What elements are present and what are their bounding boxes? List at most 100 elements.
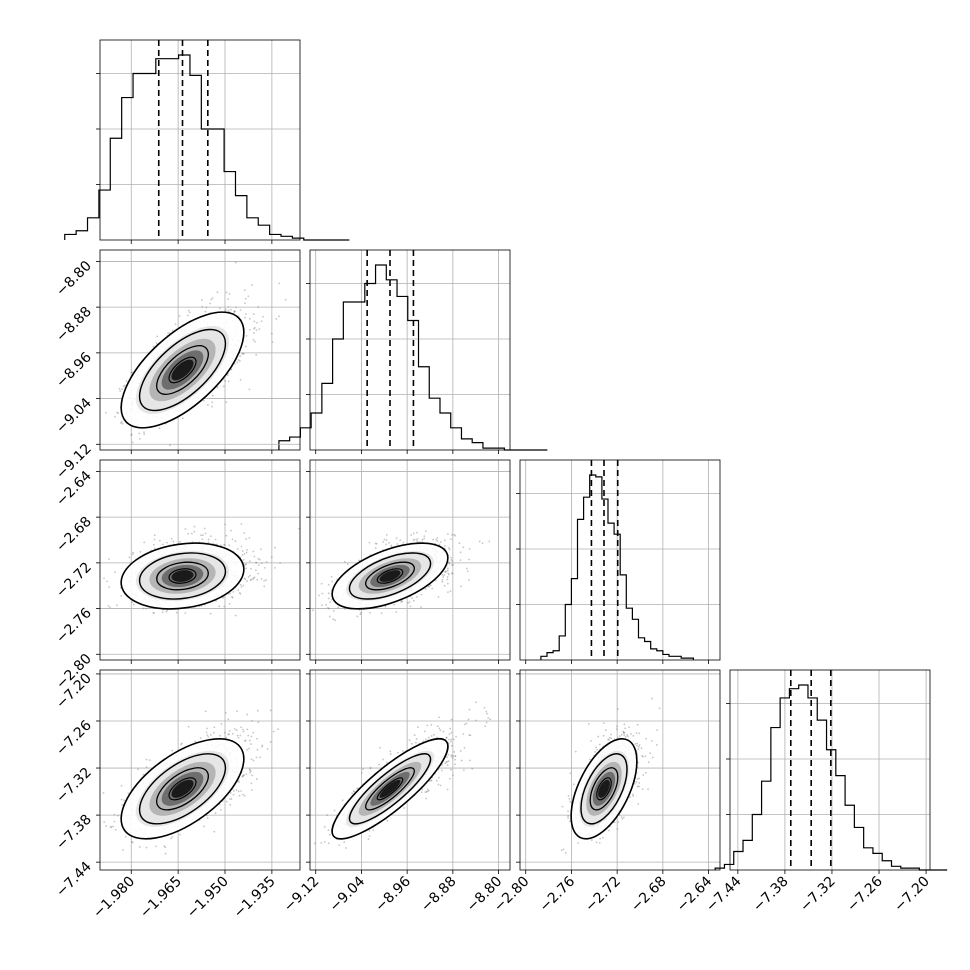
scatter-point [143,433,146,436]
contour-line [138,328,227,412]
scatter-point [243,532,246,535]
scatter-point [327,606,329,609]
scatter-point [166,541,168,544]
scatter-point [415,539,418,542]
scatter-point [226,374,229,377]
scatter-point [331,580,334,583]
scatter-point [306,617,308,619]
scatter-point [431,587,434,590]
scatter-point [468,547,471,550]
scatter-point [481,542,484,545]
scatter-point [211,297,214,299]
contour-line [168,356,197,384]
scatter-point [153,543,155,546]
scatter-point [138,432,141,435]
scatter-point [209,302,211,305]
scatter-point [231,596,234,599]
scatter-point [443,574,446,576]
scatter-point [120,784,123,787]
scatter-point [447,591,449,594]
scatter-point [243,577,246,580]
scatter-point [223,543,225,546]
scatter-point [270,556,273,559]
scatter-point [243,552,246,555]
scatter-point [186,532,189,535]
scatter-point [219,307,221,310]
y-tick-label: −2.72 [53,559,95,601]
scatter-point [330,575,333,578]
scatter-point [250,567,252,570]
scatter-point [128,556,131,559]
scatter-point [446,582,449,585]
scatter-point [245,551,248,554]
scatter-point [359,613,362,616]
panel-frame [309,459,511,661]
grid-lines [520,460,720,660]
scatter-point [416,537,419,540]
scatter-point [421,538,424,541]
scatter-point [252,578,254,581]
scatter-point [103,577,105,580]
scatter-point [337,606,340,609]
panel-frame [99,249,301,451]
contour-line [365,561,415,591]
scatter-point [117,814,119,817]
scatter-point [242,584,245,587]
scatter-point [227,306,230,308]
scatter-point [209,535,212,537]
contour-line [168,568,197,584]
scatter-point [224,308,227,311]
scatter-point [248,536,251,539]
scatter-point [161,543,164,546]
scatter-point [152,345,155,348]
scatter-point [144,466,146,468]
scatter-point [444,570,447,573]
scatter-point [158,539,161,542]
scatter-point [236,710,238,713]
scatter-point [234,310,236,313]
scatter-point [237,359,240,361]
contour-line [120,311,245,429]
scatter-point [248,328,251,331]
scatter-point [115,604,118,607]
scatter-point [385,543,388,546]
scatter-point [458,542,461,545]
scatter-point [332,618,335,621]
scatter-point [441,573,444,576]
scatter-point [249,771,252,774]
scatter-point [131,841,134,844]
scatter-point [451,564,453,567]
scatter-point [263,579,266,582]
histogram-step [714,684,948,871]
scatter-point [451,533,453,536]
scatter-point [248,560,251,563]
scatter-point [412,532,415,535]
scatter-point [178,315,181,318]
scatter-point [143,431,145,434]
scatter-point [382,540,385,543]
scatter-point [420,593,423,596]
scatter-point [238,591,241,594]
scatter-point [210,298,213,301]
scatter-point [108,586,111,588]
scatter-point [233,790,235,792]
scatter-point [202,399,205,402]
scatter-point [320,582,323,585]
scatter-point [244,563,247,566]
scatter-point [236,734,239,737]
scatter-point [451,560,454,563]
scatter-point [253,327,255,330]
scatter-point [165,610,168,613]
scatter-point [400,599,403,602]
scatter-point [257,572,259,575]
scatter-point [175,611,178,614]
scatter-point [235,306,238,309]
scatter-point [246,548,248,551]
scatter-point [245,563,248,566]
scatter-point [252,550,255,553]
scatter-point [201,534,204,537]
scatter-point [248,388,251,391]
scatter-point [260,562,263,565]
scatter-point [234,614,237,617]
scatter-point [327,592,330,595]
